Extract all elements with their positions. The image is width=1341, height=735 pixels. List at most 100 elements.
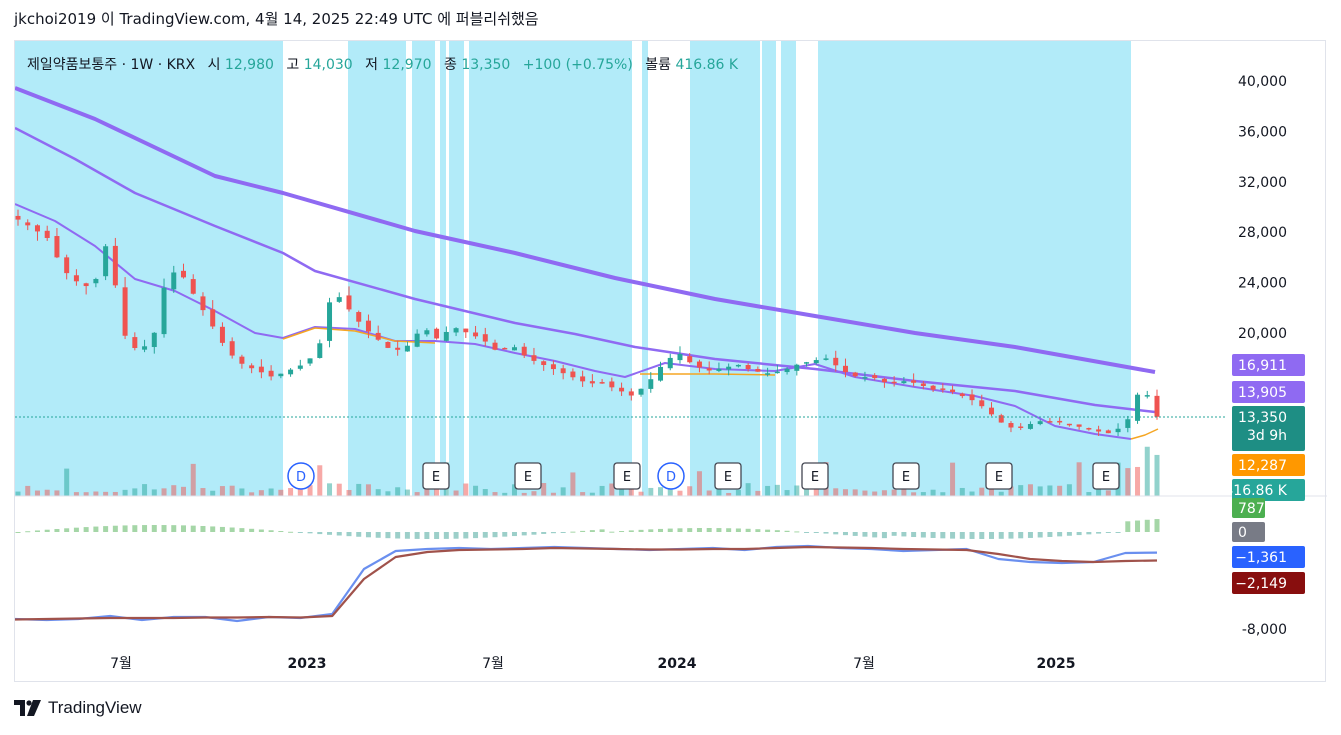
candle-body bbox=[842, 365, 848, 373]
macd-histogram-bar bbox=[628, 530, 634, 532]
macd-histogram-bar bbox=[112, 525, 118, 532]
legend-change: +100 (+0.75%) bbox=[523, 57, 633, 73]
macd-histogram-bar bbox=[268, 530, 274, 532]
candle-body bbox=[1096, 429, 1102, 432]
event-marker-label: D bbox=[666, 470, 676, 485]
chart-container[interactable]: D E E E D E E E E E 40,000 36,000 32,000 28,000 24,00… bbox=[14, 40, 1327, 683]
macd-histogram-bar bbox=[687, 528, 693, 532]
volume-bar bbox=[229, 485, 235, 496]
candle-body bbox=[1027, 424, 1033, 429]
candle-body bbox=[920, 383, 926, 386]
volume-badge-text: 416.86 K bbox=[1224, 483, 1287, 499]
macd-histogram-bar bbox=[356, 532, 362, 537]
candle-body bbox=[687, 356, 693, 363]
ma-mid-badge: 13,905 bbox=[1232, 381, 1305, 403]
volume-bar bbox=[268, 488, 274, 496]
candle-body bbox=[804, 362, 810, 364]
macd-histogram-bar bbox=[239, 528, 245, 532]
volume-bar bbox=[453, 490, 459, 496]
candle-body bbox=[638, 388, 644, 395]
last-price-badge-text: 3d 9h bbox=[1247, 428, 1287, 444]
tradingview-logo[interactable]: TradingView bbox=[14, 698, 142, 718]
macd-histogram-bar bbox=[745, 528, 751, 532]
macd-histogram-bar bbox=[492, 532, 498, 538]
volume-badge: 416.86 K bbox=[1224, 479, 1305, 501]
volume-bar bbox=[872, 491, 878, 496]
macd-histogram-bar bbox=[151, 525, 157, 532]
candle-body bbox=[969, 394, 975, 401]
macd-histogram-bar bbox=[950, 532, 956, 539]
volume-bar bbox=[385, 491, 391, 496]
candle-body bbox=[385, 342, 391, 348]
dividend-marker: D bbox=[657, 462, 685, 490]
macd-histogram-bar bbox=[784, 530, 790, 532]
macd-histogram-bar bbox=[842, 532, 848, 536]
volume-bar bbox=[434, 487, 440, 496]
macd-histogram-bar bbox=[229, 527, 235, 532]
candle-body bbox=[881, 378, 887, 383]
macd-histogram-bar bbox=[599, 529, 605, 532]
volume-bar bbox=[784, 490, 790, 496]
candle-body bbox=[365, 320, 371, 332]
macd-histogram-bar bbox=[219, 526, 225, 532]
price-axis-tick: 36,000 bbox=[1238, 124, 1287, 140]
volume-bar bbox=[735, 489, 741, 496]
volume-bar bbox=[911, 492, 917, 496]
tradingview-brand-text: TradingView bbox=[48, 698, 142, 717]
candle-body bbox=[151, 332, 157, 348]
macd-histogram-bar bbox=[541, 532, 547, 534]
macd-histogram-bar bbox=[1105, 532, 1111, 533]
candle-body bbox=[1037, 421, 1043, 425]
macd-histogram-bar bbox=[249, 528, 255, 532]
candle-body bbox=[453, 328, 459, 333]
candle-body bbox=[327, 302, 333, 341]
macd-histogram-bar bbox=[1037, 532, 1043, 538]
highlight-band bbox=[469, 41, 632, 496]
macd-histogram-bar bbox=[706, 528, 712, 532]
legend-volume: 416.86 K bbox=[675, 57, 738, 73]
macd-histogram-bar bbox=[589, 530, 595, 532]
macd-histogram-bar bbox=[385, 532, 391, 539]
macd-histogram-bar bbox=[648, 529, 654, 532]
ma-short-overlay bbox=[640, 373, 776, 376]
volume-bar bbox=[901, 486, 907, 496]
candle-body bbox=[112, 245, 118, 286]
volume-bar bbox=[1057, 485, 1063, 496]
ma-long-line bbox=[15, 86, 1156, 374]
macd-histogram-bar bbox=[73, 527, 79, 532]
volume-bar bbox=[1018, 485, 1024, 496]
macd-histogram-bar bbox=[619, 531, 625, 533]
volume-bar bbox=[979, 487, 985, 496]
macd-histogram-bar bbox=[502, 532, 508, 537]
candle-body bbox=[93, 278, 99, 284]
candle-body bbox=[1135, 394, 1141, 421]
candle-body bbox=[833, 357, 839, 366]
volume-bar bbox=[161, 488, 167, 496]
volume-bar bbox=[638, 491, 644, 496]
candle-body bbox=[180, 270, 186, 278]
price-axis-tick: 32,000 bbox=[1238, 175, 1287, 191]
time-axis-tick: 2025 bbox=[1037, 656, 1076, 672]
candle-body bbox=[823, 358, 829, 360]
candle-body bbox=[589, 381, 595, 384]
volume-bar bbox=[881, 490, 887, 496]
volume-bar bbox=[852, 489, 858, 496]
volume-bar bbox=[560, 487, 566, 496]
candle-body bbox=[190, 279, 196, 294]
price-chart-svg[interactable]: D E E E D E E E E E 40,000 36,000 32,000 28,000 24,00… bbox=[15, 41, 1327, 683]
candle-body bbox=[142, 346, 148, 350]
candle-body bbox=[989, 407, 995, 415]
volume-bar bbox=[1027, 484, 1033, 496]
candle-body bbox=[677, 354, 683, 361]
time-axis-tick: 7월 bbox=[853, 656, 875, 672]
event-marker-label: E bbox=[902, 470, 910, 485]
earnings-marker: E bbox=[985, 462, 1013, 490]
macd-histogram-bar bbox=[463, 532, 469, 539]
candle-body bbox=[395, 347, 401, 350]
macd-histogram-bar bbox=[15, 532, 21, 533]
volume-bar bbox=[327, 483, 333, 496]
volume-bar bbox=[570, 472, 576, 496]
macd-histogram-bar bbox=[1144, 519, 1150, 532]
legend-close: 13,350 bbox=[461, 57, 510, 73]
highlight-band bbox=[762, 41, 776, 496]
